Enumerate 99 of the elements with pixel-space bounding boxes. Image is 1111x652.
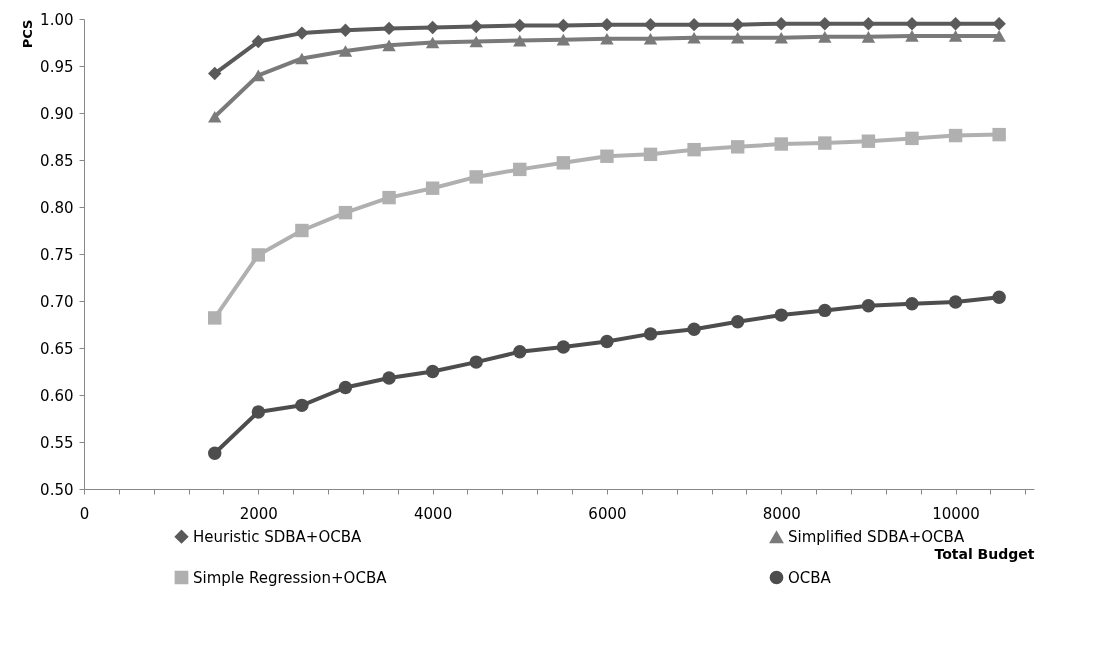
point: [774, 16, 788, 31]
point: [208, 66, 222, 81]
point: [818, 303, 832, 318]
point: [861, 16, 876, 31]
x-tick-label: 8000: [762, 504, 801, 523]
x-tick-label: 0: [79, 504, 90, 523]
point: [425, 364, 440, 379]
point: [818, 16, 832, 31]
point: [600, 32, 614, 45]
point: [513, 18, 527, 33]
point: [687, 31, 701, 44]
point: [338, 45, 353, 57]
point: [992, 30, 1006, 42]
point: [338, 205, 353, 220]
point: [774, 308, 788, 322]
point: [513, 34, 527, 47]
point: [948, 295, 963, 309]
point: [643, 147, 658, 162]
point: [251, 405, 266, 419]
point: [643, 327, 658, 341]
y-tick-label: 0.90: [40, 104, 74, 123]
y-axis-title: PCS: [19, 19, 35, 49]
point: [469, 170, 483, 184]
y-tick-label: 0.65: [40, 339, 74, 358]
point: [556, 33, 571, 46]
point: [948, 30, 963, 42]
point: [643, 17, 658, 32]
x-axis-title: Total Budget: [934, 545, 1035, 562]
y-tick-label: 0.75: [40, 245, 74, 264]
point: [948, 16, 963, 31]
point: [730, 17, 745, 32]
point: [730, 31, 745, 44]
point: [425, 181, 440, 195]
point: [905, 16, 919, 31]
x-tick-label: 4000: [414, 504, 453, 523]
point: [861, 299, 876, 313]
point: [905, 30, 919, 42]
y-tick-label: 0.60: [40, 386, 74, 405]
point: [425, 20, 440, 35]
point: [382, 371, 396, 385]
y-tick-label: 0.50: [40, 480, 74, 499]
point: [556, 340, 571, 354]
point: [818, 31, 832, 43]
point: [251, 248, 266, 262]
point: [992, 16, 1006, 31]
point: [338, 380, 353, 395]
point: [208, 110, 222, 123]
point: [600, 17, 614, 32]
point: [861, 31, 876, 43]
point: [730, 140, 745, 154]
legend-label: Heuristic SDBA+OCBA: [193, 527, 362, 546]
point: [295, 398, 309, 413]
point: [513, 345, 527, 359]
point: [643, 32, 658, 45]
x-tick-label: 10000: [932, 504, 980, 523]
point: [295, 223, 309, 238]
point: [905, 131, 919, 146]
point: [556, 156, 571, 170]
point: [687, 17, 701, 32]
point: [295, 26, 309, 40]
point: [992, 127, 1006, 142]
point: [818, 136, 832, 150]
point: [687, 142, 701, 157]
point: [730, 314, 745, 329]
point: [382, 190, 396, 205]
point: [905, 297, 919, 311]
x-tick-label: 2000: [239, 504, 278, 523]
point: [469, 355, 483, 369]
point: [208, 311, 222, 325]
legend-label: Simplified SDBA+OCBA: [788, 528, 965, 547]
y-tick-label: 0.95: [40, 57, 74, 76]
x-tick-label: 6000: [588, 504, 627, 523]
point: [251, 34, 266, 49]
point: [861, 134, 876, 148]
point: [774, 31, 788, 44]
y-tick-label: 0.80: [40, 198, 74, 217]
point: [774, 137, 788, 151]
point: [425, 36, 440, 49]
point: [948, 128, 963, 143]
point: [208, 446, 222, 460]
point: [295, 52, 309, 65]
point: [687, 322, 701, 336]
y-tick-label: 1.00: [40, 10, 74, 29]
point: [556, 18, 571, 33]
point: [600, 149, 614, 163]
y-tick-label: 0.85: [40, 151, 74, 170]
point: [992, 290, 1006, 304]
point: [251, 69, 266, 82]
point: [600, 334, 614, 349]
legend-label: Simple Regression+OCBA: [193, 568, 388, 587]
point: [513, 162, 527, 177]
y-tick-label: 0.70: [40, 292, 74, 311]
point: [469, 35, 483, 48]
legend-label: OCBA: [788, 568, 832, 587]
point: [469, 19, 483, 34]
point: [338, 23, 353, 37]
point: [382, 21, 396, 36]
y-tick-label: 0.55: [40, 433, 74, 452]
point: [382, 39, 396, 52]
